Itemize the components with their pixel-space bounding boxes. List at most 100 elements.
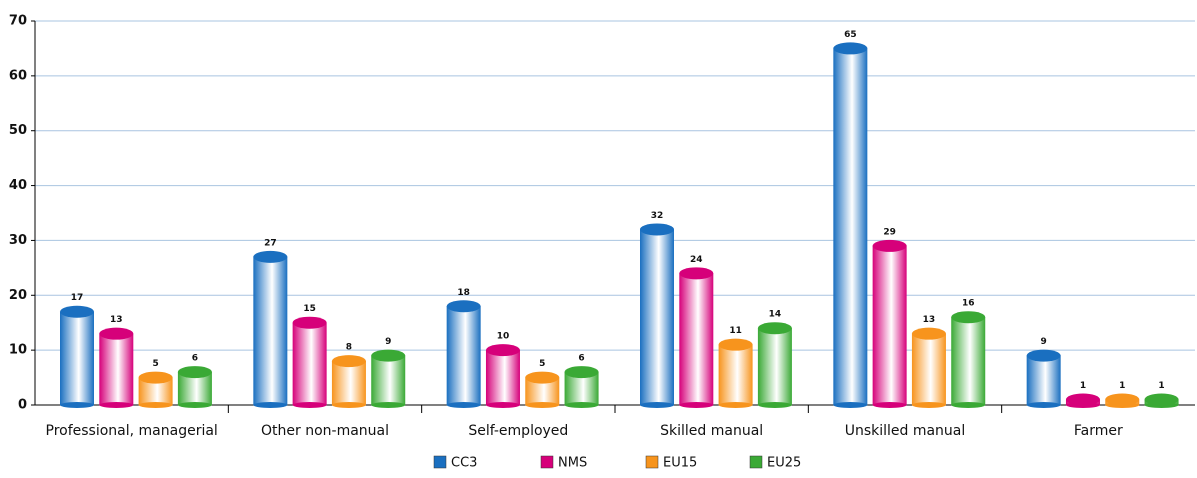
bar — [718, 344, 753, 405]
legend-label: NMS — [558, 456, 587, 471]
bar-base — [292, 402, 327, 408]
bar — [371, 355, 406, 405]
legend-label: CC3 — [451, 456, 477, 471]
bar-base — [757, 402, 792, 408]
bar — [1026, 355, 1061, 405]
bar-base — [99, 402, 134, 408]
bar-cap — [292, 316, 327, 329]
bar-cap — [60, 305, 94, 318]
bar-cap — [872, 239, 907, 252]
bar-cap — [911, 327, 946, 340]
data-label: 8 — [346, 343, 352, 353]
bar-cap — [679, 267, 714, 280]
legend-swatch — [645, 455, 659, 469]
data-label: 14 — [769, 310, 782, 320]
bar-cap — [525, 371, 560, 384]
bar-cap — [485, 344, 520, 357]
bar-base — [951, 402, 986, 408]
bar-base — [564, 402, 599, 408]
data-label: 24 — [690, 255, 703, 265]
legend-swatch — [433, 455, 447, 469]
bar — [833, 48, 868, 406]
bar-cap — [640, 223, 674, 236]
bar-cap — [564, 366, 599, 379]
y-tick-label: 30 — [9, 233, 27, 248]
x-tick-label: Professional, managerial — [46, 423, 218, 439]
bar-cap — [951, 311, 986, 324]
bar-cap — [833, 42, 868, 55]
data-label: 16 — [962, 299, 975, 309]
x-tick-label: Skilled manual — [660, 423, 763, 439]
data-label: 1 — [1119, 381, 1125, 391]
bar-base — [331, 402, 366, 408]
bar — [640, 229, 674, 405]
bar — [446, 306, 481, 405]
bar-cap — [1105, 393, 1140, 406]
data-label: 29 — [883, 227, 896, 237]
bar — [757, 328, 792, 405]
data-label: 32 — [651, 211, 664, 221]
bar-cap — [757, 322, 792, 335]
bar-base — [718, 402, 753, 408]
bar — [60, 311, 94, 405]
bar-base — [525, 402, 560, 408]
data-label: 11 — [729, 326, 742, 336]
data-label: 18 — [457, 288, 470, 298]
x-tick-label: Farmer — [1074, 423, 1123, 439]
bar-base — [640, 402, 674, 408]
x-tick-label: Other non-manual — [261, 423, 389, 439]
data-label: 6 — [578, 354, 584, 364]
bar-base — [446, 402, 481, 408]
bar-cap — [1026, 349, 1061, 362]
y-tick-label: 50 — [9, 123, 27, 138]
data-label: 5 — [539, 359, 545, 369]
legend-label: EU15 — [663, 456, 697, 471]
bar-base — [371, 402, 406, 408]
bar-base — [833, 402, 868, 408]
y-tick-label: 40 — [9, 178, 27, 193]
bar-cap — [371, 349, 406, 362]
legend-label: EU25 — [767, 456, 801, 471]
data-label: 65 — [844, 30, 857, 40]
bar-base — [60, 402, 94, 408]
data-label: 13 — [923, 315, 936, 325]
bar — [951, 317, 986, 405]
bar-cap — [1144, 393, 1179, 406]
bar — [872, 245, 907, 405]
bar-base — [911, 402, 946, 408]
data-label: 6 — [192, 354, 198, 364]
data-label: 15 — [303, 304, 316, 314]
bar — [911, 333, 946, 405]
bar-base — [679, 402, 714, 408]
bar-cap — [331, 355, 366, 368]
data-label: 17 — [71, 293, 84, 303]
data-label: 13 — [110, 315, 123, 325]
bar-cap — [718, 338, 753, 351]
bar-cap — [446, 300, 481, 313]
bar — [485, 350, 520, 405]
legend-swatch — [749, 455, 763, 469]
bar-cap — [138, 371, 173, 384]
y-tick-label: 0 — [18, 398, 27, 413]
data-label: 9 — [385, 337, 391, 347]
bar-base — [138, 402, 173, 408]
bar — [331, 361, 366, 405]
y-tick-label: 20 — [9, 288, 27, 303]
bar-base — [253, 402, 288, 408]
data-label: 27 — [264, 238, 277, 248]
bar-cap — [99, 327, 134, 340]
x-tick-label: Self-employed — [468, 423, 568, 439]
y-tick-label: 70 — [9, 14, 27, 29]
data-label: 1 — [1080, 381, 1086, 391]
bar-cap — [253, 250, 288, 263]
bar-base — [1026, 402, 1061, 408]
bar-cap — [1065, 393, 1100, 406]
bar — [292, 322, 327, 405]
data-label: 9 — [1041, 337, 1047, 347]
bar-base — [872, 402, 907, 408]
bar — [253, 256, 288, 405]
data-label: 5 — [152, 359, 158, 369]
legend-swatch — [540, 455, 554, 469]
data-label: 1 — [1158, 381, 1164, 391]
